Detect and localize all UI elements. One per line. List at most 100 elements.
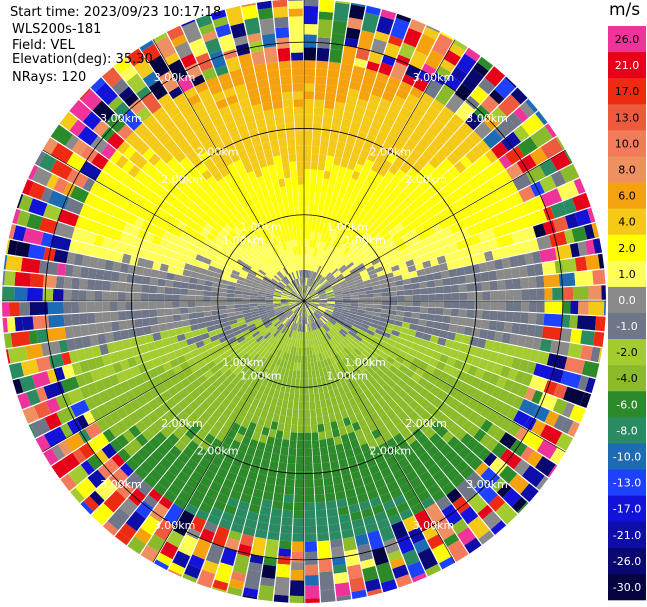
- range-gate: [381, 305, 390, 310]
- range-gate: [28, 198, 48, 217]
- range-gate: [278, 313, 286, 320]
- range-gate: [514, 217, 526, 231]
- range-gate: [135, 433, 149, 447]
- range-gate: [430, 420, 443, 433]
- range-gate: [481, 218, 493, 231]
- range-gate: [103, 400, 116, 414]
- range-gate: [325, 288, 333, 293]
- range-gate: [282, 360, 288, 369]
- range-gate: [284, 249, 290, 258]
- range-gate: [276, 332, 283, 341]
- range-gate: [211, 305, 219, 311]
- range-gate: [66, 251, 76, 265]
- range-gate: [344, 448, 355, 459]
- range-gate: [318, 266, 324, 274]
- range-gate: [317, 540, 332, 560]
- range-gate: [393, 139, 405, 151]
- range-gate: [342, 291, 350, 295]
- range-gate: [294, 239, 299, 248]
- range-gate: [10, 331, 31, 348]
- range-gate: [274, 291, 282, 295]
- range-gate: [136, 142, 150, 156]
- range-gate: [369, 254, 378, 262]
- range-gate: [381, 187, 392, 199]
- range-gate: [495, 502, 518, 525]
- range-gate: [320, 589, 336, 603]
- range-gate: [311, 432, 319, 441]
- range-gate: [79, 204, 91, 218]
- range-gate: [454, 390, 466, 402]
- range-gate: [326, 187, 334, 196]
- range-gate: [425, 49, 445, 70]
- range-gate: [246, 276, 255, 282]
- range-gate: [499, 448, 522, 470]
- range-gate: [274, 254, 281, 262]
- range-gate: [148, 398, 160, 411]
- range-gate: [305, 551, 318, 565]
- range-gate: [174, 41, 193, 59]
- range-gate: [383, 474, 396, 486]
- range-gate: [125, 310, 135, 320]
- range-gate: [387, 549, 403, 562]
- range-gate: [258, 384, 267, 394]
- range-gate: [298, 295, 304, 301]
- range-gate: [417, 345, 428, 355]
- range-gate: [400, 482, 413, 495]
- range-gate: [314, 312, 321, 319]
- range-gate: [282, 351, 288, 361]
- range-gate: [203, 121, 216, 133]
- range-gate: [262, 277, 271, 284]
- range-gate: [230, 273, 239, 280]
- range-gate: [102, 291, 111, 301]
- range-gate: [325, 227, 332, 236]
- range-gate: [311, 301, 320, 303]
- range-gate: [539, 175, 557, 193]
- range-gate: [115, 219, 127, 232]
- range-gate: [281, 83, 293, 93]
- range-gate: [244, 282, 253, 287]
- range-gate: [538, 392, 558, 411]
- range-gate: [269, 515, 282, 525]
- range-gate: [260, 244, 268, 253]
- range-gate: [296, 370, 301, 379]
- range-gate: [187, 295, 196, 301]
- range-gate: [212, 171, 224, 182]
- range-gate: [456, 351, 467, 362]
- range-gate: [460, 195, 472, 208]
- range-gate: [314, 256, 319, 264]
- range-gate: [255, 322, 264, 329]
- range-gate: [213, 500, 227, 512]
- range-gate: [331, 257, 338, 265]
- range-gate: [95, 478, 118, 501]
- range-gate: [472, 389, 484, 402]
- range-gate: [22, 227, 44, 245]
- range-gate: [272, 100, 283, 110]
- range-gate: [84, 422, 103, 440]
- range-ring-label: 3.00km: [413, 519, 455, 532]
- range-gate: [311, 346, 316, 355]
- range-gate: [412, 337, 423, 345]
- range-gate: [319, 0, 335, 13]
- range-gate: [264, 443, 274, 453]
- range-gate: [382, 232, 392, 242]
- range-gate: [71, 362, 83, 376]
- range-gate: [40, 187, 53, 203]
- range-gate: [220, 460, 232, 472]
- range-gate: [169, 335, 179, 345]
- range-gate: [79, 313, 88, 325]
- range-gate: [350, 301, 359, 304]
- range-gate: [367, 439, 378, 450]
- range-gate: [466, 309, 475, 319]
- range-gate: [434, 279, 443, 287]
- range-gate: [396, 501, 410, 514]
- range-gate: [336, 343, 344, 352]
- range-gate: [397, 151, 409, 163]
- range-gate: [174, 150, 187, 163]
- range-gate: [232, 76, 245, 87]
- range-gate: [232, 553, 250, 575]
- range-gate: [377, 387, 388, 398]
- range-ring-label: 1.00km: [222, 234, 264, 247]
- range-gate: [176, 119, 190, 132]
- range-gate: [68, 350, 79, 364]
- range-gate: [209, 481, 222, 493]
